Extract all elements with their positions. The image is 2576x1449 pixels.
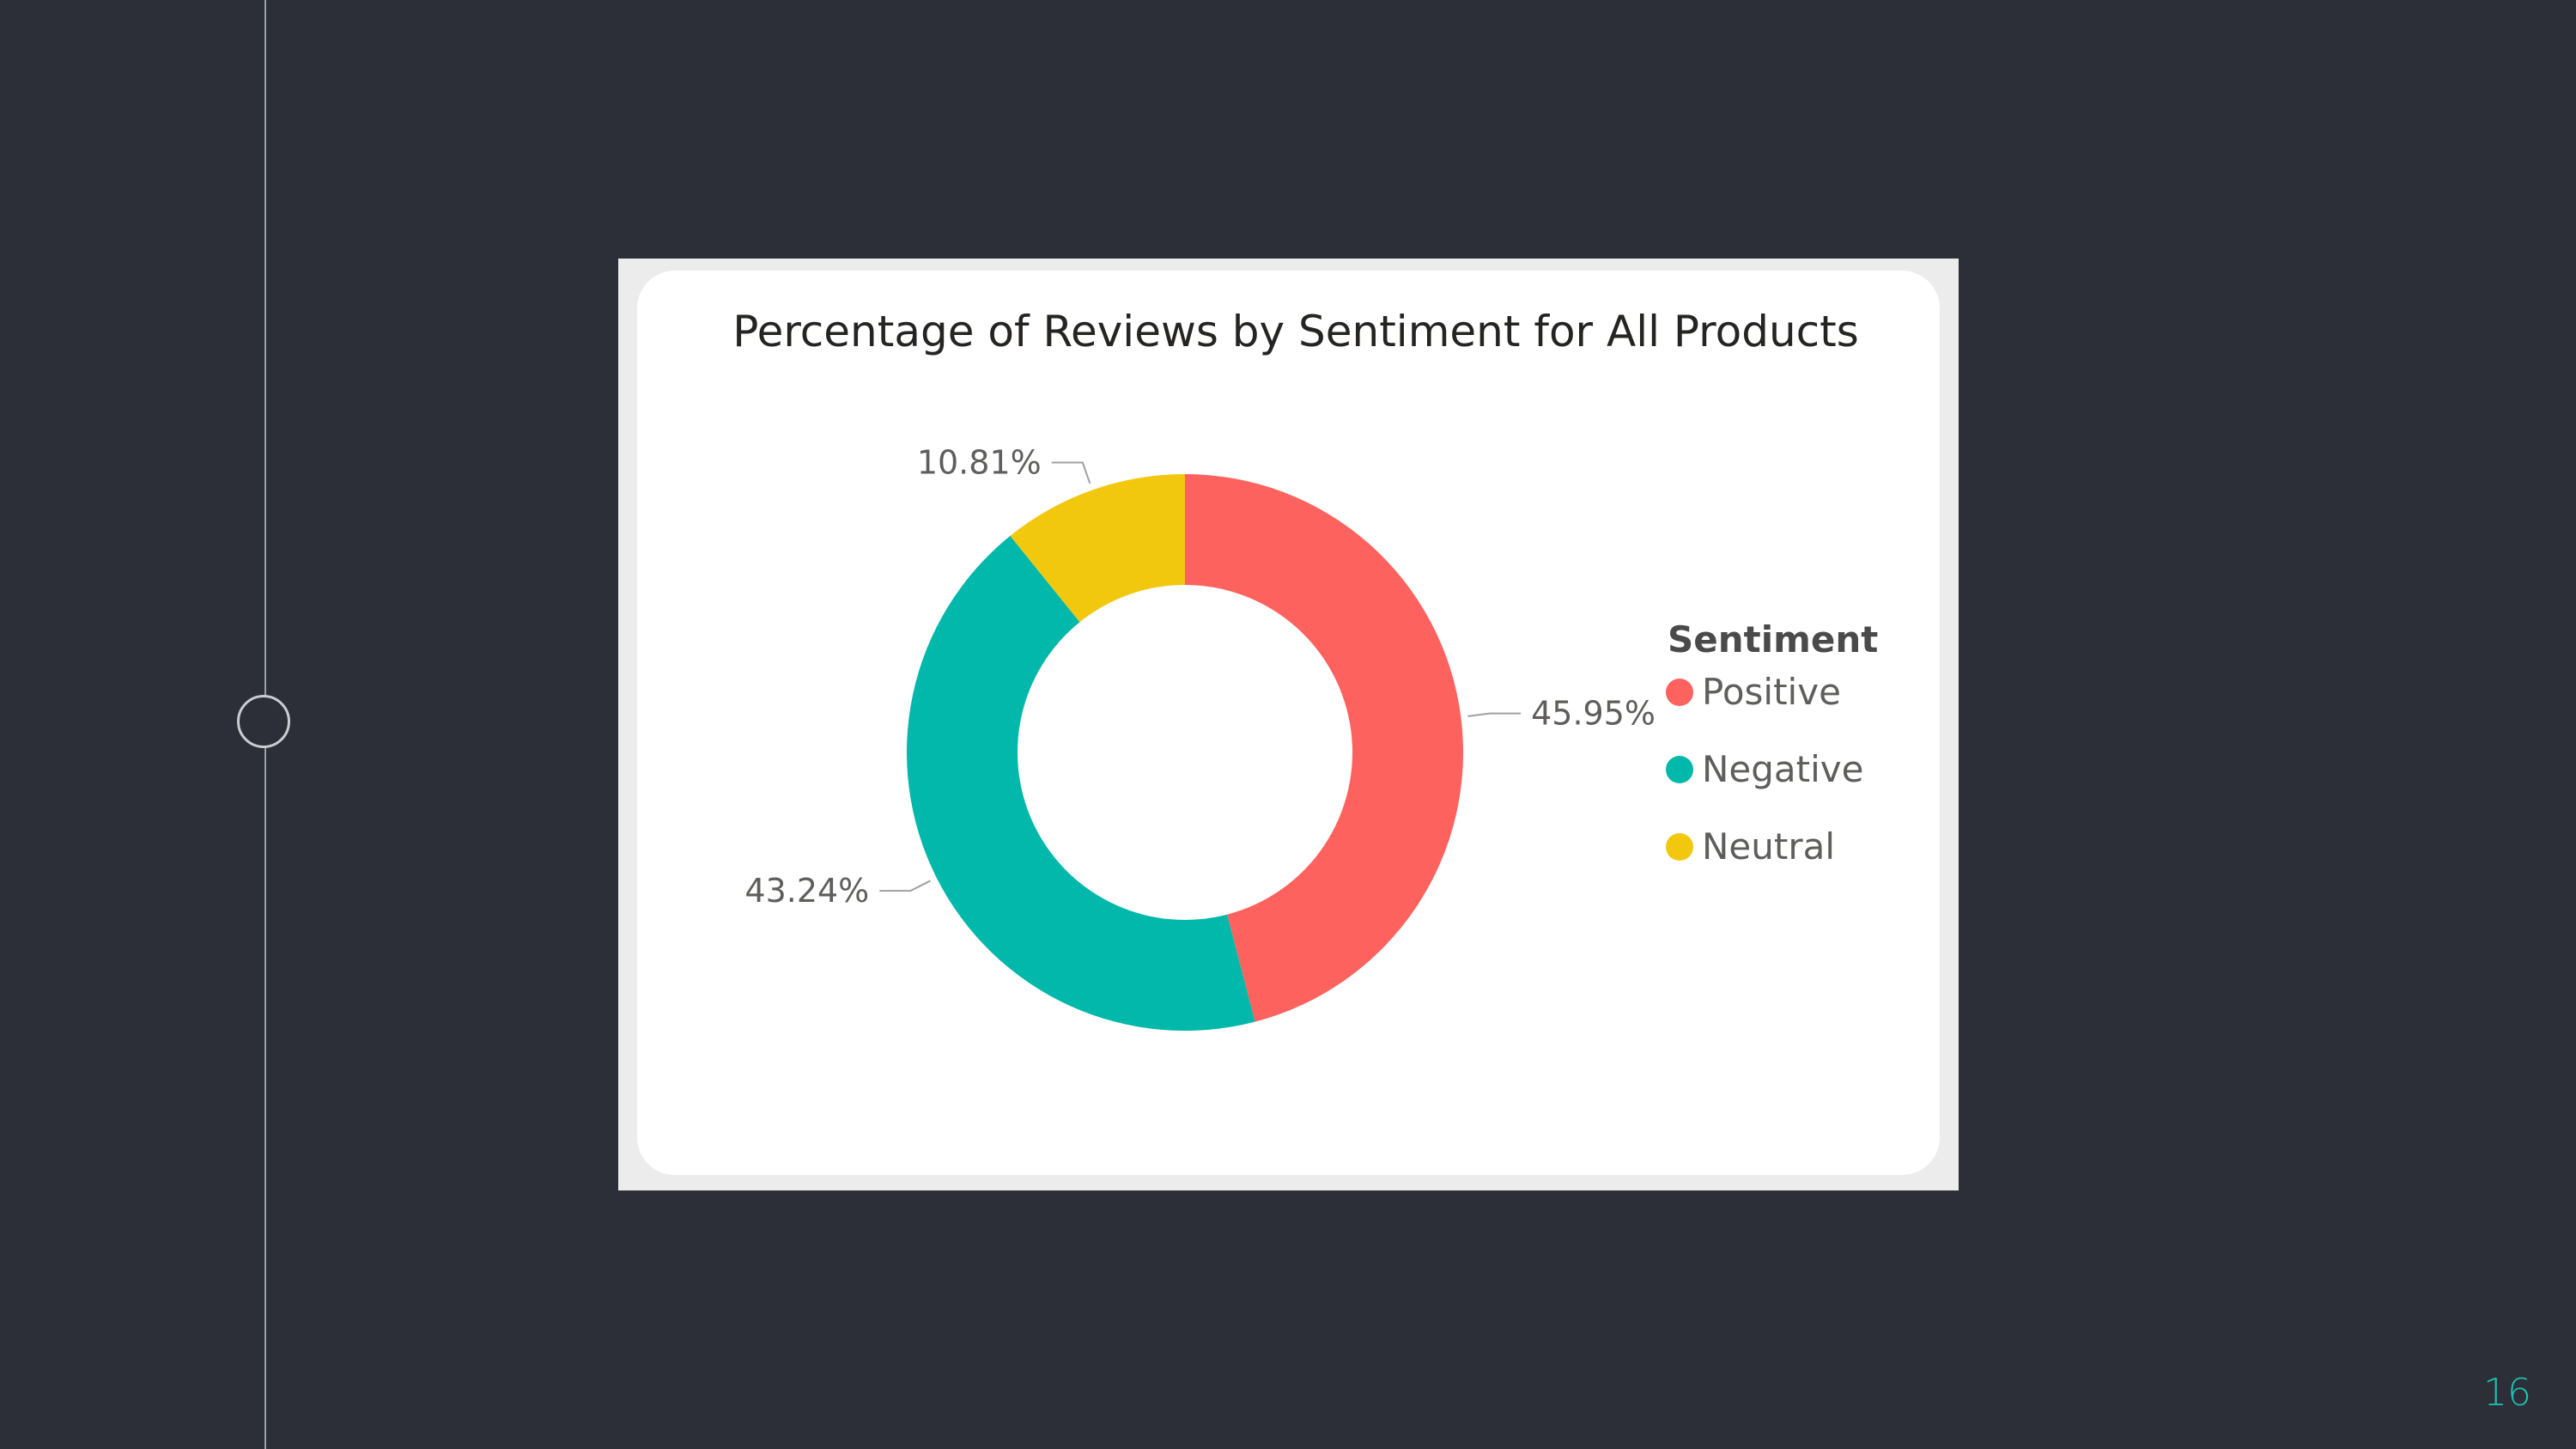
legend-marker-negative bbox=[1666, 756, 1693, 783]
data-label-positive: 45.95% bbox=[1531, 695, 1656, 733]
slice-negative[interactable] bbox=[907, 535, 1255, 1031]
legend-item-neutral[interactable]: Neutral bbox=[1702, 825, 1835, 868]
timeline-node[interactable] bbox=[237, 695, 290, 748]
donut-chart: Percentage of Reviews by Sentiment for A… bbox=[732, 307, 1878, 1031]
legend-title: Sentiment bbox=[1668, 618, 1878, 661]
chart-frame: Percentage of Reviews by Sentiment for A… bbox=[618, 259, 1959, 1190]
leader-line-neutral bbox=[1051, 461, 1091, 484]
legend-item-negative[interactable]: Negative bbox=[1702, 748, 1864, 790]
data-label-neutral: 10.81% bbox=[917, 443, 1042, 481]
slices-layer bbox=[907, 474, 1464, 1031]
chart-title: Percentage of Reviews by Sentiment for A… bbox=[732, 307, 1859, 356]
page-number: 16 bbox=[2483, 1371, 2531, 1415]
slice-neutral[interactable] bbox=[1010, 474, 1185, 623]
legend-item-positive[interactable]: Positive bbox=[1702, 671, 1841, 713]
slice-positive[interactable] bbox=[1185, 474, 1464, 1022]
data-labels-layer: 45.95% 43.24% 10.81% bbox=[744, 443, 1656, 910]
leader-line-negative bbox=[879, 880, 931, 892]
data-label-negative: 43.24% bbox=[744, 872, 869, 910]
legend: Sentiment Positive Negative Neutral bbox=[1666, 618, 1878, 868]
leader-line-positive bbox=[1467, 712, 1522, 717]
chart-card: Percentage of Reviews by Sentiment for A… bbox=[637, 271, 1940, 1175]
legend-marker-positive bbox=[1666, 679, 1693, 706]
legend-marker-neutral bbox=[1666, 833, 1693, 861]
